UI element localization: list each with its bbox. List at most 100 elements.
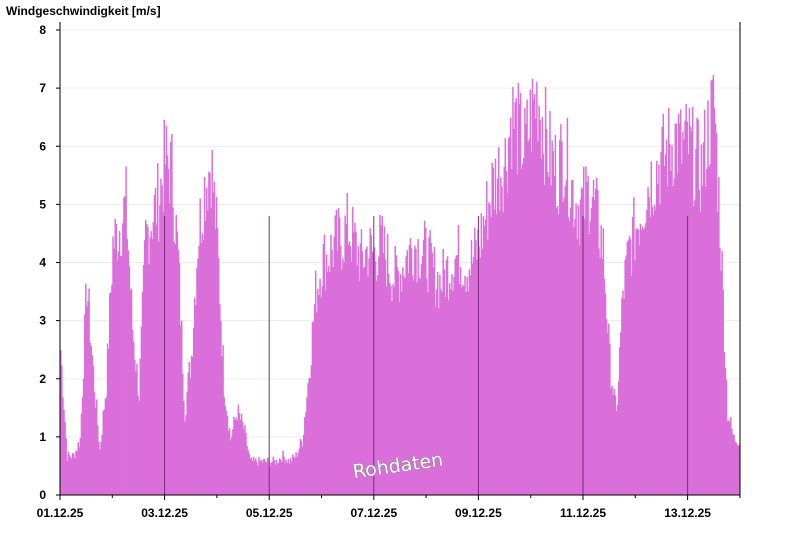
data-bar [474,227,476,495]
data-bar [542,153,545,495]
data-bar [159,205,161,496]
data-bar [224,405,227,495]
data-bar [210,208,212,495]
data-bar [547,171,549,495]
data-bar [640,229,643,495]
data-bars [60,75,741,496]
data-bar [419,278,422,495]
data-bar [172,207,174,495]
data-bar [375,280,378,495]
data-bar [379,215,381,496]
data-bar [309,377,311,495]
data-bar [498,147,500,495]
data-bar [499,210,501,495]
data-bar [361,251,364,495]
data-bar [214,229,217,495]
data-bar [632,216,634,496]
data-bar [469,275,472,495]
data-bar [86,306,88,495]
data-bar [525,123,527,495]
data-bar [696,117,698,495]
data-bar [577,205,580,495]
data-bar [553,175,556,496]
data-bar [604,293,607,495]
data-bar [504,138,507,496]
data-bar [571,180,573,495]
data-bar [307,383,309,495]
data-bar [221,356,223,495]
data-bar [125,166,127,495]
data-bar [521,163,524,495]
data-bar [584,218,586,495]
data-bar [341,269,343,495]
data-bar [102,410,104,495]
data-bar [725,379,728,495]
data-bar [217,257,220,495]
data-bar [460,287,463,495]
data-bar [288,464,291,495]
data-bar [395,255,398,495]
data-bar [591,196,594,495]
data-bar [548,176,550,495]
data-bar [634,260,636,495]
data-bar [73,454,75,495]
data-bar [502,212,504,495]
data-bar [135,371,137,495]
y-axis-ticks: 0 1 2 3 4 5 6 7 8 [39,23,60,502]
data-bar [722,290,724,495]
data-bar [518,103,521,495]
data-bar [729,422,731,495]
y-tick-label: 7 [39,81,46,95]
data-bar [385,286,388,495]
data-bar [277,462,280,495]
data-bar [293,456,295,495]
data-bar [100,441,102,495]
data-bar [80,413,83,495]
y-tick-label: 8 [39,23,46,37]
data-bar [476,259,478,495]
data-bar [308,378,310,495]
data-bar [695,148,697,495]
data-bar [603,278,606,495]
data-bar [299,439,302,495]
data-bar [115,223,118,495]
data-bar [593,199,596,496]
data-bar [441,291,443,495]
y-tick-label: 4 [39,256,46,270]
data-bar [239,419,242,495]
data-bar [706,168,708,495]
data-bar [283,456,285,495]
data-bar [65,438,67,495]
data-bar [488,202,490,496]
data-bar [298,448,301,495]
data-bar [149,237,151,495]
data-bar [561,141,563,496]
data-bar [262,459,265,495]
data-bar [443,269,446,495]
data-bar [537,141,539,496]
data-bar [536,81,538,495]
data-bar [452,290,454,495]
data-bar [302,434,305,495]
data-bar [622,290,624,495]
data-bar [432,267,435,495]
data-bar [673,178,675,495]
data-bar [227,430,230,495]
data-bar [418,277,420,495]
data-bar [216,228,219,495]
data-bar [263,458,266,495]
data-bar [336,250,339,495]
data-bar [557,214,560,495]
data-bar [530,152,533,495]
data-bar [61,365,63,495]
data-bar [71,452,74,495]
data-bar [511,169,513,496]
data-bar [559,140,561,495]
data-bar [68,454,71,495]
data-bar [171,133,173,495]
data-bar [413,280,415,495]
data-bar [358,280,361,495]
data-bar [720,270,722,495]
data-bar [92,366,95,495]
